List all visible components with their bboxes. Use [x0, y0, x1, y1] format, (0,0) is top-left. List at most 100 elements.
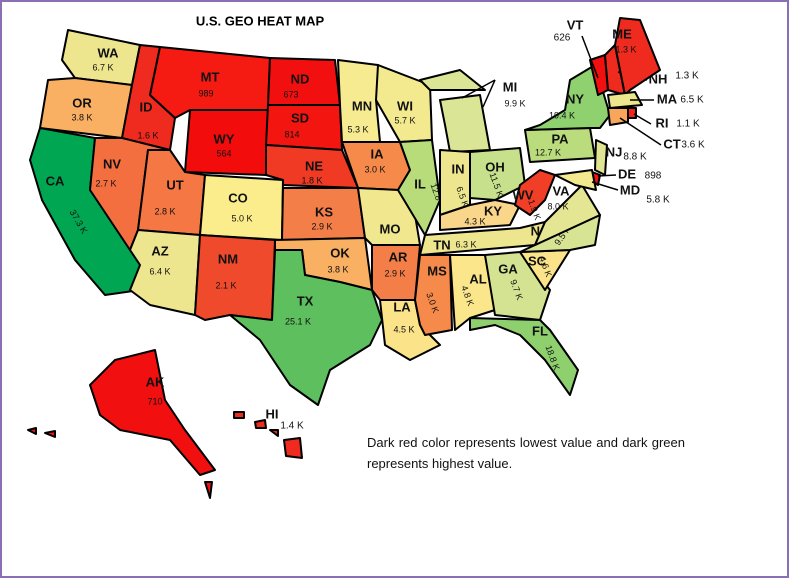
state-value: 2.7 K: [95, 178, 116, 188]
state-value: 3.6 K: [681, 140, 705, 151]
state-value: 6.5 K: [680, 95, 704, 106]
state-abbr: MD: [620, 182, 640, 197]
state-value: 898: [645, 171, 662, 182]
state-abbr: MN: [352, 98, 372, 113]
state-abbr: OH: [485, 159, 505, 174]
state-abbr: AL: [469, 271, 486, 286]
state-value: 25.1 K: [285, 316, 311, 326]
state-value: 3.8 K: [71, 112, 92, 122]
state-abbr: IA: [371, 146, 385, 161]
state-value: 12.7 K: [535, 147, 561, 157]
state-value: 8.0 K: [547, 201, 568, 211]
state-abbr: VA: [552, 183, 570, 198]
state-value: 1.1 K: [676, 119, 700, 130]
state-value: 5.0 K: [231, 213, 252, 223]
state-value: 5.8 K: [646, 195, 670, 206]
state-abbr: DE: [618, 166, 636, 181]
state-shape: [229, 249, 383, 406]
state-value: 8.8 K: [623, 152, 647, 163]
state-shape: [534, 184, 601, 246]
state-abbr: OR: [72, 95, 92, 110]
state-abbr: HI: [266, 406, 279, 421]
state-value: 9.9 K: [504, 98, 525, 108]
state-abbr: CO: [228, 190, 248, 205]
state-abbr: MA: [657, 91, 678, 106]
state-shape: [254, 419, 267, 429]
state-value: 2.9 K: [311, 221, 332, 231]
state-abbr: MT: [201, 69, 220, 84]
state-shape: [89, 349, 216, 476]
state-value: 1.6 K: [137, 130, 158, 140]
state-value: 710: [147, 396, 162, 406]
state-shape: [554, 169, 597, 191]
map-title: U.S. GEO HEAT MAP: [196, 13, 325, 28]
state-shape: [607, 107, 629, 126]
state-abbr: CA: [46, 173, 65, 188]
state-shape: [627, 107, 637, 119]
leader-line: [619, 117, 662, 146]
state-value: 1.3 K: [675, 71, 699, 82]
state-abbr: AK: [146, 374, 165, 389]
state-value: 2.9 K: [384, 268, 405, 278]
state-abbr: TN: [433, 237, 450, 252]
state-value: 4.3 K: [464, 216, 485, 226]
state-abbr: TX: [297, 293, 314, 308]
state-shape: [607, 91, 643, 109]
state-shape: [269, 429, 279, 437]
state-abbr: KY: [484, 203, 502, 218]
state-value: 5.7 K: [394, 115, 415, 125]
state-abbr: WI: [397, 98, 413, 113]
leader-line: [591, 181, 619, 191]
state-abbr: NV: [103, 156, 121, 171]
state-abbr: ID: [140, 99, 153, 114]
state-value: 989: [198, 88, 213, 98]
state-abbr: UT: [166, 177, 183, 192]
state-shape: [204, 481, 213, 499]
state-abbr: CT: [663, 136, 680, 151]
state-abbr: PA: [551, 131, 569, 146]
state-shape: [419, 69, 486, 91]
state-value: 19.4 K: [549, 110, 575, 120]
state-shape: [484, 251, 551, 321]
state-value: 3.0 K: [364, 164, 385, 174]
legend-note: Dark red color represents lowest value a…: [367, 435, 685, 471]
state-abbr: LA: [393, 299, 411, 314]
state-abbr: NE: [305, 158, 323, 173]
state-abbr: NJ: [606, 144, 623, 159]
state-shape: [514, 169, 556, 216]
state-value: 1.4 K: [280, 421, 304, 432]
state-abbr: OK: [330, 245, 350, 260]
state-value: 1.8 K: [301, 175, 322, 185]
state-value: 814: [284, 129, 299, 139]
state-abbr: FL: [532, 323, 548, 338]
state-value: 6.3 K: [455, 239, 476, 249]
state-value: 6.7 K: [92, 62, 113, 72]
state-abbr: AZ: [151, 243, 168, 258]
state-shape: [469, 147, 526, 201]
state-shape: [194, 234, 276, 321]
leader-line: [597, 174, 617, 177]
state-shape: [44, 430, 56, 438]
state-abbr: NY: [566, 91, 584, 106]
state-shape: [265, 144, 359, 189]
state-value: 5.3 K: [347, 124, 368, 134]
state-abbr: MS: [427, 263, 447, 278]
state-abbr: NM: [218, 251, 238, 266]
state-abbr: IN: [452, 161, 465, 176]
state-abbr: WV: [513, 187, 534, 202]
leader-line: [482, 79, 496, 108]
state-value: 626: [554, 33, 571, 44]
state-abbr: IL: [414, 176, 426, 191]
state-value: 673: [283, 89, 298, 99]
state-abbr: VT: [567, 17, 584, 32]
leader-line: [461, 79, 496, 99]
state-value: 6.4 K: [149, 266, 170, 276]
leader-line: [581, 35, 599, 79]
state-shape: [469, 317, 579, 396]
state-abbr: RI: [656, 115, 669, 130]
state-abbr: ND: [291, 71, 310, 86]
leader-line: [633, 113, 652, 125]
state-value: 2.1 K: [215, 280, 236, 290]
